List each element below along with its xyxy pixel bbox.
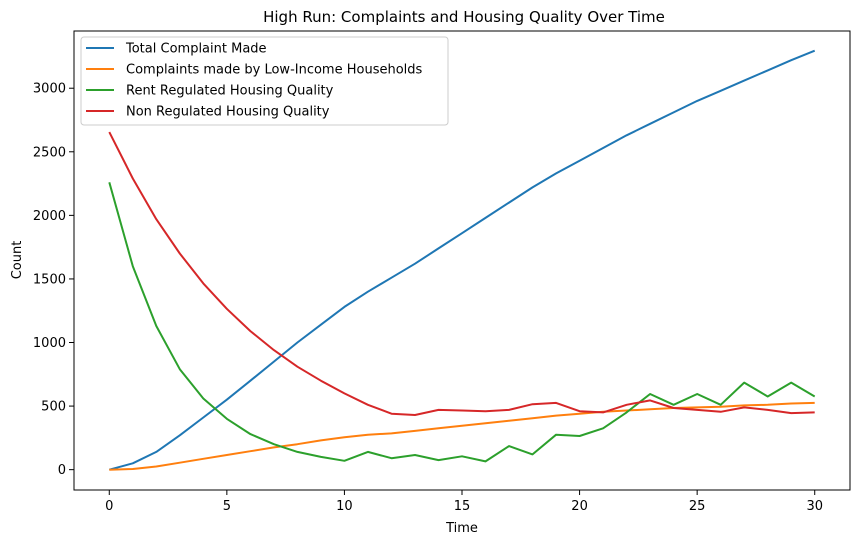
x-tick-label: 0 — [105, 499, 113, 514]
x-tick-label: 25 — [689, 499, 706, 514]
x-tick-label: 15 — [454, 499, 471, 514]
legend-label-2: Complaints made by Low-Income Households — [126, 63, 423, 78]
x-axis-ticks: 0 5 10 15 20 25 30 — [105, 490, 823, 514]
series-line-4 — [109, 132, 814, 415]
series-line-3 — [109, 182, 814, 461]
y-tick-label: 500 — [41, 400, 66, 415]
x-axis-title: Time — [445, 521, 478, 536]
y-tick-label: 2000 — [33, 209, 66, 224]
x-tick-label: 5 — [223, 499, 231, 514]
x-tick-label: 10 — [336, 499, 353, 514]
y-tick-label: 1500 — [33, 272, 66, 287]
y-tick-label: 2500 — [33, 145, 66, 160]
legend-label-4: Non Regulated Housing Quality — [126, 105, 330, 120]
x-tick-label: 20 — [571, 499, 588, 514]
chart-title: High Run: Complaints and Housing Quality… — [263, 8, 665, 26]
legend-label-3: Rent Regulated Housing Quality — [126, 84, 334, 99]
legend-label-1: Total Complaint Made — [125, 42, 267, 57]
y-axis-ticks: 0 500 1000 1500 2000 2500 3000 — [33, 82, 74, 478]
x-tick-label: 30 — [806, 499, 823, 514]
y-tick-label: 3000 — [33, 82, 66, 97]
y-tick-label: 0 — [58, 463, 66, 478]
y-tick-label: 1000 — [33, 336, 66, 351]
legend: Total Complaint Made Complaints made by L… — [81, 37, 448, 125]
series-line-2 — [109, 403, 814, 470]
y-axis-title: Count — [10, 241, 25, 280]
